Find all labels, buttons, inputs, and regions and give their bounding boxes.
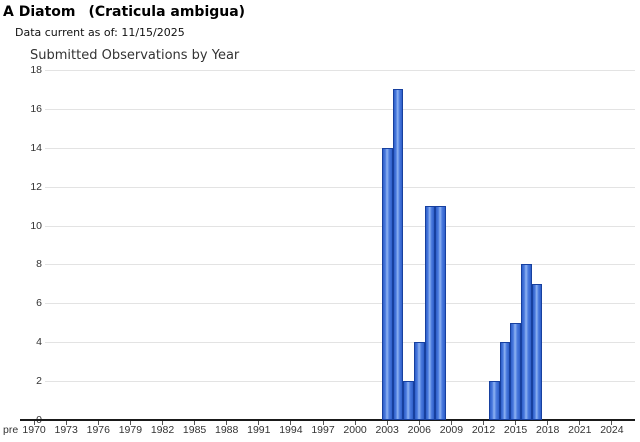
x-tick-mark-1976 [97,421,99,425]
page-title: A Diatom (Craticula ambigua) [3,4,245,20]
x-tick-label-1970: 1970 [22,424,46,436]
y-tick-label-4: 4 [36,336,42,349]
bar-2014 [499,342,511,420]
y-tick-label-12: 12 [30,180,42,193]
x-tick-label-2006: 2006 [407,424,431,436]
x-tick-mark-2003 [386,421,388,425]
x-tick-label-1973: 1973 [54,424,78,436]
gridline-10 [45,225,635,227]
x-tick-mark-2021 [579,421,581,425]
x-tick-label-2021: 2021 [568,424,592,436]
x-tick-mark-1979 [129,421,131,425]
x-tick-label-pre: pre [3,424,19,436]
bar-2003 [381,147,393,420]
gridline-18 [45,70,635,71]
x-tick-label-2015: 2015 [503,424,528,436]
bar-2017 [531,283,543,420]
y-tick-label-8: 8 [36,258,42,271]
x-tick-label-2018: 2018 [536,424,560,436]
bar-2004 [392,89,404,420]
x-tick-label-2012: 2012 [471,424,496,436]
bar-2016 [520,264,532,420]
bar-2006 [413,342,425,420]
gridline-6 [45,303,635,305]
x-tick-mark-2000 [354,421,356,425]
x-tick-mark-1973 [65,421,67,425]
x-tick-mark-2024 [611,421,613,425]
x-tick-label-1982: 1982 [150,424,175,436]
x-tick-label-2009: 2009 [439,424,464,436]
x-tick-mark-1988 [226,421,228,425]
x-tick-mark-2009 [450,421,452,425]
species-scientific-name: (Craticula ambigua) [88,4,246,20]
x-tick-mark-2012 [483,421,484,425]
y-tick-label-6: 6 [36,297,42,310]
y-tick-label-2: 2 [36,375,42,388]
species-common-name: A Diatom [3,4,76,20]
x-tick-label-1979: 1979 [118,424,143,436]
x-tick-label-1988: 1988 [215,424,239,436]
gridline-2 [45,381,635,383]
gridline-8 [45,264,635,266]
x-tick-mark-1997 [322,421,324,425]
y-tick-label-10: 10 [30,219,42,232]
x-tick-mark-1970 [33,421,35,425]
bar-2008 [435,206,447,420]
x-tick-mark-1982 [162,421,163,425]
x-tick-mark-2015 [515,421,517,425]
x-tick-label-1994: 1994 [279,424,303,436]
bar-2007 [424,206,436,420]
x-axis-line [20,419,635,421]
bar-2013 [488,381,500,420]
bar-2005 [403,381,414,420]
y-tick-label-18: 18 [30,64,42,76]
x-tick-label-1985: 1985 [182,424,207,436]
x-tick-label-2000: 2000 [343,424,367,436]
x-tick-label-2024: 2024 [600,424,624,436]
x-tick-label-1997: 1997 [311,424,335,436]
x-tick-mark-1994 [290,421,292,425]
chart-title: Submitted Observations by Year [30,48,240,63]
x-tick-mark-2018 [547,421,549,425]
gridline-4 [45,342,635,344]
x-tick-label-1991: 1991 [247,424,271,436]
gridline-12 [45,186,635,188]
x-tick-label-2003: 2003 [375,424,399,436]
bar-2015 [510,322,521,420]
x-tick-mark-2006 [418,421,420,425]
x-tick-mark-1985 [194,421,196,425]
data-current-date: Data current as of: 11/15/2025 [15,26,185,39]
x-tick-mark-1991 [258,421,260,425]
y-tick-label-14: 14 [30,141,42,154]
gridline-16 [45,108,635,110]
y-tick-label-16: 16 [30,102,42,115]
gridline-14 [45,147,635,149]
x-tick-label-1976: 1976 [86,424,110,436]
